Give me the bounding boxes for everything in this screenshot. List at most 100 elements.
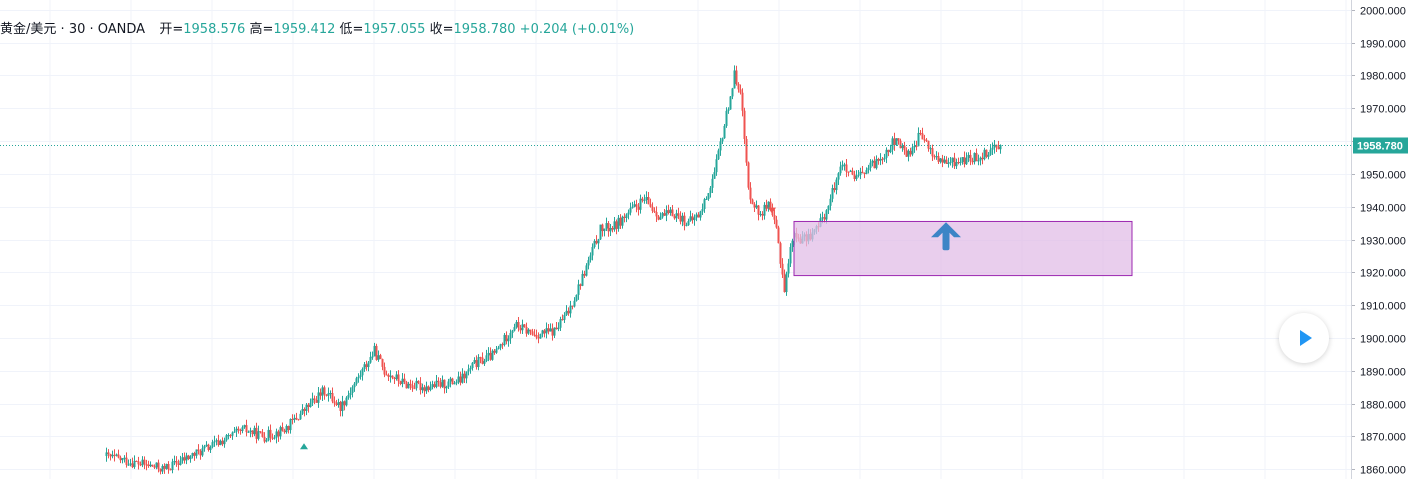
candle-body bbox=[349, 392, 352, 396]
candle-body bbox=[759, 213, 762, 215]
candle-body bbox=[491, 350, 494, 360]
candle-body bbox=[865, 170, 868, 174]
candle-body bbox=[385, 374, 388, 376]
candle-body bbox=[513, 327, 516, 331]
candle-body bbox=[565, 310, 568, 316]
candle-body bbox=[745, 138, 748, 163]
candle-body bbox=[403, 378, 406, 382]
y-tick-label: 1860.000 bbox=[1360, 465, 1406, 477]
candle-body bbox=[285, 426, 288, 433]
candle-body bbox=[547, 328, 550, 332]
candle-body bbox=[417, 380, 420, 384]
candle-body bbox=[897, 138, 900, 141]
candle-body bbox=[183, 457, 186, 461]
candle-body bbox=[309, 402, 312, 407]
y-tick-label: 1950.000 bbox=[1360, 170, 1406, 182]
candle-body bbox=[941, 158, 944, 163]
candle-body bbox=[969, 154, 972, 162]
candle-body bbox=[237, 428, 240, 430]
candle-body bbox=[107, 452, 110, 455]
candle-body bbox=[671, 209, 674, 217]
interval-value[interactable]: 30 bbox=[68, 22, 86, 37]
y-tick-label: 1870.000 bbox=[1360, 432, 1406, 444]
candle-body bbox=[615, 221, 618, 229]
candle-body bbox=[159, 468, 162, 472]
candle-body bbox=[115, 454, 118, 456]
candle-body bbox=[247, 431, 250, 433]
candle-body bbox=[945, 159, 948, 164]
scroll-to-realtime-button[interactable] bbox=[1279, 313, 1329, 363]
candle-body bbox=[589, 255, 592, 261]
candle-body bbox=[563, 315, 566, 320]
candle-body bbox=[251, 430, 254, 435]
candle-body bbox=[635, 204, 638, 207]
last-price-badge bbox=[1353, 137, 1408, 154]
candle-body bbox=[435, 380, 438, 387]
candle-body bbox=[689, 216, 692, 222]
candle-body bbox=[333, 401, 336, 404]
candle-body bbox=[753, 204, 756, 208]
candle-body bbox=[127, 464, 130, 466]
candle-body bbox=[939, 158, 942, 162]
candle-body bbox=[139, 464, 142, 466]
candle-body bbox=[731, 88, 734, 97]
candle-body bbox=[943, 159, 946, 163]
candle-body bbox=[977, 160, 980, 162]
candle-body bbox=[543, 330, 546, 334]
candle-body bbox=[445, 386, 448, 389]
candle-body bbox=[507, 338, 510, 342]
candle-body bbox=[837, 173, 840, 180]
candle-body bbox=[223, 440, 226, 445]
candle-body bbox=[337, 402, 340, 405]
candle-body bbox=[891, 138, 894, 150]
candle-body bbox=[331, 393, 334, 402]
candle-body bbox=[723, 125, 726, 139]
low-value: 1957.055 bbox=[363, 22, 426, 37]
candle-body bbox=[421, 387, 424, 391]
candle-body bbox=[515, 321, 518, 328]
candle-body bbox=[167, 463, 170, 470]
candle-body bbox=[581, 273, 584, 286]
candle-body bbox=[449, 378, 452, 382]
candle-body bbox=[359, 375, 362, 377]
candle-body bbox=[599, 224, 602, 240]
candle-body bbox=[557, 327, 560, 330]
arrow-up-icon bbox=[931, 222, 961, 251]
candle-body bbox=[345, 397, 348, 406]
candle-body bbox=[197, 449, 200, 451]
candle-body bbox=[567, 310, 570, 314]
candle-body bbox=[357, 376, 360, 379]
candle-body bbox=[853, 174, 856, 179]
candle-body bbox=[271, 437, 274, 439]
candle-body bbox=[503, 334, 506, 345]
candle-body bbox=[313, 398, 316, 400]
candle-body bbox=[249, 430, 252, 432]
candle-body bbox=[283, 430, 286, 433]
candle-body bbox=[497, 347, 500, 350]
candle-body bbox=[781, 263, 784, 275]
candle-body bbox=[639, 198, 642, 210]
candle-body bbox=[541, 330, 544, 335]
candle-body bbox=[737, 83, 740, 90]
candle-body bbox=[951, 157, 954, 163]
candle-body bbox=[675, 213, 678, 219]
candle-body bbox=[201, 448, 204, 456]
candle-body bbox=[355, 378, 358, 384]
candle-body bbox=[307, 404, 310, 407]
candle-body bbox=[275, 431, 278, 438]
candle-body bbox=[649, 204, 652, 207]
y-tick-label: 1920.000 bbox=[1360, 268, 1406, 280]
candle-body bbox=[643, 200, 646, 202]
candle-body bbox=[839, 166, 842, 174]
candle-body bbox=[119, 457, 122, 461]
candle-body bbox=[281, 427, 284, 431]
candle-body bbox=[389, 375, 392, 377]
candle-body bbox=[211, 442, 214, 448]
change-value: +0.204 bbox=[519, 22, 568, 37]
candle-body bbox=[409, 383, 412, 386]
candle-body bbox=[463, 373, 466, 379]
symbol-name[interactable]: 黄金/美元 bbox=[0, 22, 57, 37]
candle-body bbox=[545, 328, 548, 334]
